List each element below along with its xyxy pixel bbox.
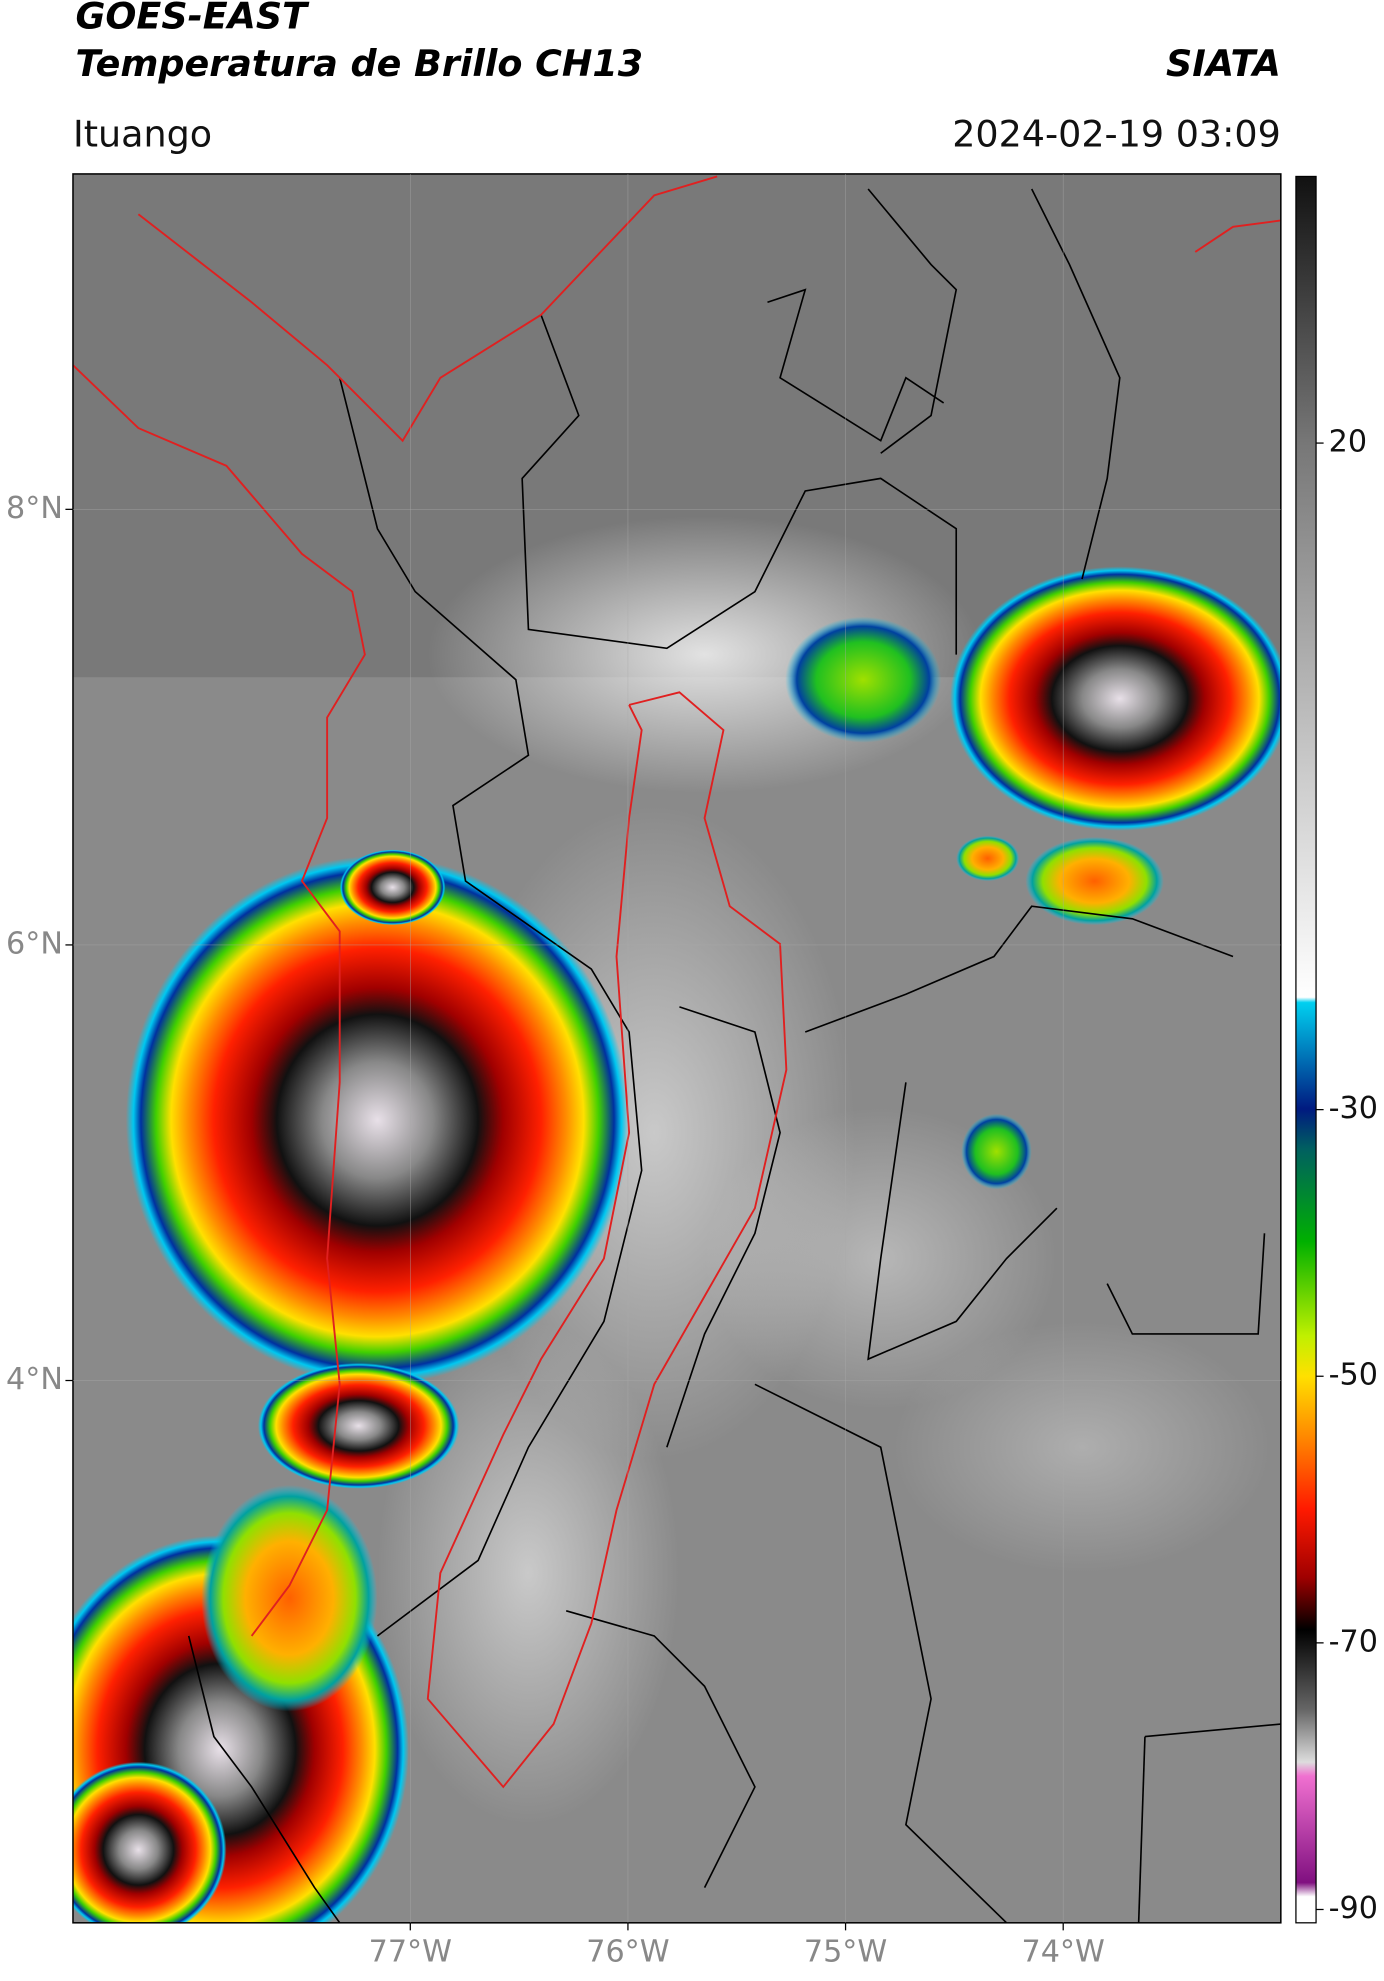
brand: SIATA xyxy=(1166,42,1281,85)
colorbar xyxy=(1295,175,1317,1924)
colorbar-tick-label: -50 xyxy=(1329,1358,1378,1393)
lon-tick-label: 75°W xyxy=(804,1935,887,1970)
lon-tick-label: 77°W xyxy=(369,1935,452,1970)
lon-tick-label: 74°W xyxy=(1022,1935,1105,1970)
location: Ituango xyxy=(73,113,212,156)
title-line2: Temperatura de Brillo CH13 xyxy=(75,42,643,85)
colorbar-tick-label: -90 xyxy=(1329,1891,1378,1926)
lon-tick-label: 76°W xyxy=(586,1935,669,1970)
colorbar-tick-label: 20 xyxy=(1329,425,1367,460)
lat-tick-label: 8°N xyxy=(6,491,63,526)
map-frame xyxy=(72,173,1282,1924)
datetime: 2024-02-19 03:09 xyxy=(952,113,1281,156)
title-line1: GOES-EAST xyxy=(75,0,310,37)
lat-tick-label: 4°N xyxy=(6,1362,63,1397)
map-image xyxy=(72,173,1281,1923)
lat-tick-label: 6°N xyxy=(6,926,63,961)
colorbar-tick-label: -70 xyxy=(1329,1624,1378,1659)
colorbar-tick-label: -30 xyxy=(1329,1091,1378,1126)
